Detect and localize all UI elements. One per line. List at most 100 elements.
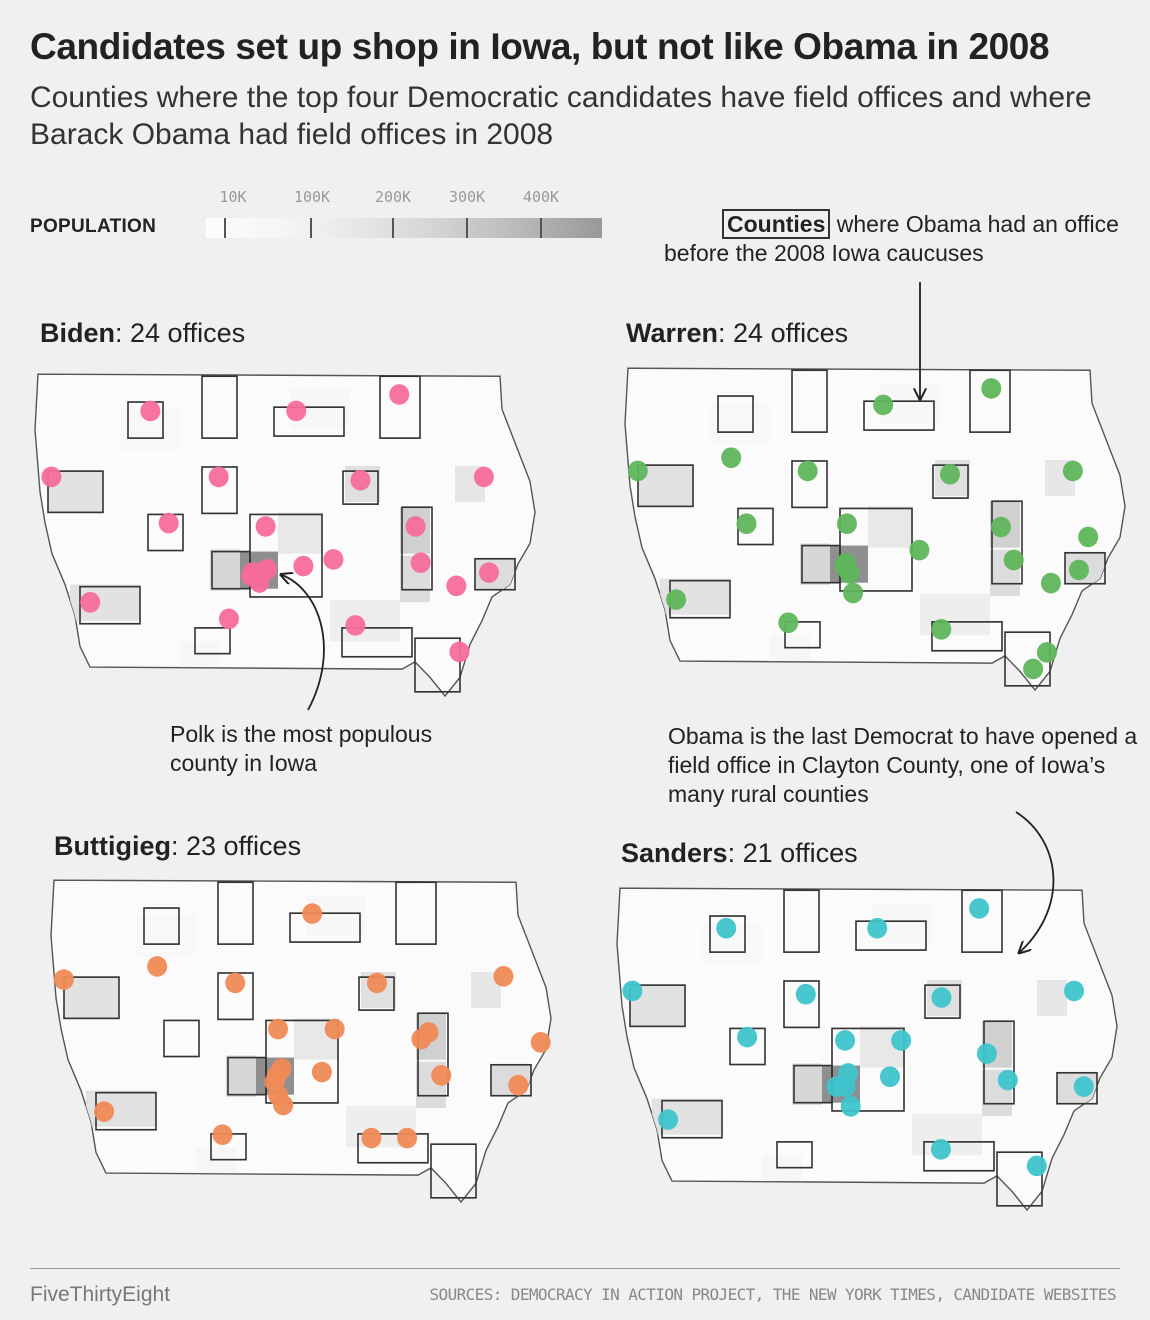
obama-2008-office-county (931, 621, 1003, 652)
field-office-dot (835, 1030, 856, 1051)
field-office-dot (737, 1026, 758, 1048)
field-office-dot (873, 394, 894, 416)
county-population-shade (64, 977, 119, 1019)
obama-2008-office-county (776, 1141, 813, 1169)
field-office-dot (1064, 980, 1085, 1002)
candidate-name: Sanders (621, 838, 728, 868)
field-office-dot (716, 917, 737, 939)
field-office-dot (840, 1096, 861, 1117)
obama-2008-office-county (379, 375, 421, 439)
clayton-annotation: Obama is the last Democrat to have opene… (668, 723, 1138, 807)
panel-label-biden: Biden: 24 offices (40, 318, 245, 349)
county-population-shade (136, 915, 196, 957)
population-legend-label: POPULATION (30, 216, 157, 237)
obama-2008-office-county (1056, 1071, 1098, 1105)
obama-2008-office-county (357, 1133, 429, 1164)
field-office-dot (268, 1018, 289, 1040)
candidate-name: Warren (626, 318, 719, 348)
county-population-shade (278, 512, 323, 554)
field-office-dot (411, 1028, 432, 1050)
field-office-dot (158, 512, 179, 534)
county-population-shade (210, 549, 240, 591)
obama-2008-office-county (201, 375, 238, 439)
field-office-dot (249, 572, 270, 593)
field-office-dot (909, 539, 930, 561)
field-office-dot (1026, 1155, 1047, 1177)
field-office-dot (721, 447, 742, 469)
field-office-dot (212, 1124, 233, 1146)
field-office-dot (361, 1127, 382, 1149)
field-office-dot (218, 608, 239, 630)
candidate-name: Buttigieg (54, 831, 171, 861)
obama-2008-office-county (855, 920, 927, 951)
obama-2008-office-county (783, 889, 820, 953)
field-office-dot (530, 1031, 551, 1053)
obama-2008-office-county (831, 1027, 905, 1112)
field-office-dot (1073, 1076, 1094, 1097)
field-office-dot (1069, 559, 1089, 581)
county-population-shade (330, 600, 400, 642)
field-office-dot (931, 987, 952, 1008)
county-population-shade (226, 1055, 256, 1097)
field-office-dot (508, 1074, 529, 1096)
obama-2008-office-county (791, 369, 828, 433)
obama-2008-office-county (996, 1151, 1043, 1207)
field-office-dot (389, 384, 410, 405)
field-office-dot (446, 575, 467, 597)
obama-2008-office-county (47, 470, 104, 514)
obama-2008-office-county (341, 627, 413, 658)
field-office-dot (879, 1066, 900, 1088)
office-count: : 23 offices (170, 831, 302, 861)
field-office-dot (225, 972, 246, 994)
obama-2008-office-county (863, 400, 935, 431)
field-office-dot (795, 983, 816, 1005)
obama-2008-office-county (289, 912, 361, 943)
legend-tick-300k: 300K (448, 188, 486, 206)
field-office-dot (839, 562, 860, 584)
obama-2008-office-county (143, 907, 180, 945)
obama-2008-office-county (1064, 551, 1106, 585)
scale-tick (310, 218, 312, 238)
county-population-shade (800, 543, 830, 585)
scale-tick (466, 218, 468, 238)
field-office-dot (94, 1101, 115, 1122)
county-population-shade (792, 1063, 822, 1105)
obama-2008-office-county (63, 976, 120, 1020)
obama-2008-office-county (490, 1063, 532, 1097)
field-office-dot (835, 1076, 856, 1097)
field-office-dot (255, 516, 276, 537)
obama-2008-office-county (783, 980, 820, 1029)
chart-subtitle: Counties where the top four Democratic c… (30, 81, 1092, 151)
field-office-dot (53, 969, 74, 990)
field-office-dot (797, 460, 818, 482)
field-office-dot (891, 1030, 912, 1051)
office-count: : 24 offices (718, 318, 849, 348)
obama-2008-office-county (923, 1141, 995, 1172)
obama-2008-office-county (991, 500, 1023, 585)
obama-2008-office-county (784, 621, 821, 649)
field-office-dot (397, 1127, 418, 1149)
field-office-dot (473, 466, 494, 488)
counties-annotation: Counties where Obama had an office befor… (664, 209, 1134, 268)
field-office-dot (997, 1069, 1018, 1091)
counties-boxed-label: Counties (722, 209, 831, 239)
field-office-dot (147, 956, 168, 977)
field-office-dot (1023, 658, 1044, 680)
scale-tick (224, 218, 226, 238)
field-office-dot (431, 1064, 452, 1086)
scale-tick (392, 218, 394, 238)
field-office-dot (286, 400, 307, 422)
field-office-dot (1036, 642, 1057, 663)
field-office-dot (778, 612, 799, 634)
field-office-dot (311, 1061, 332, 1083)
obama-2008-office-county (629, 984, 686, 1028)
obama-2008-office-county (474, 557, 516, 591)
footer-rule (30, 1268, 1120, 1269)
obama-2008-office-county (969, 369, 1011, 433)
sanders-iowa-map (616, 887, 1118, 1212)
field-office-dot (493, 965, 514, 987)
field-office-dot (80, 591, 101, 613)
panel-label-buttigieg: Buttigieg: 23 offices (54, 831, 301, 862)
field-office-dot (350, 469, 371, 491)
panel-label-warren: Warren: 24 offices (626, 318, 848, 349)
